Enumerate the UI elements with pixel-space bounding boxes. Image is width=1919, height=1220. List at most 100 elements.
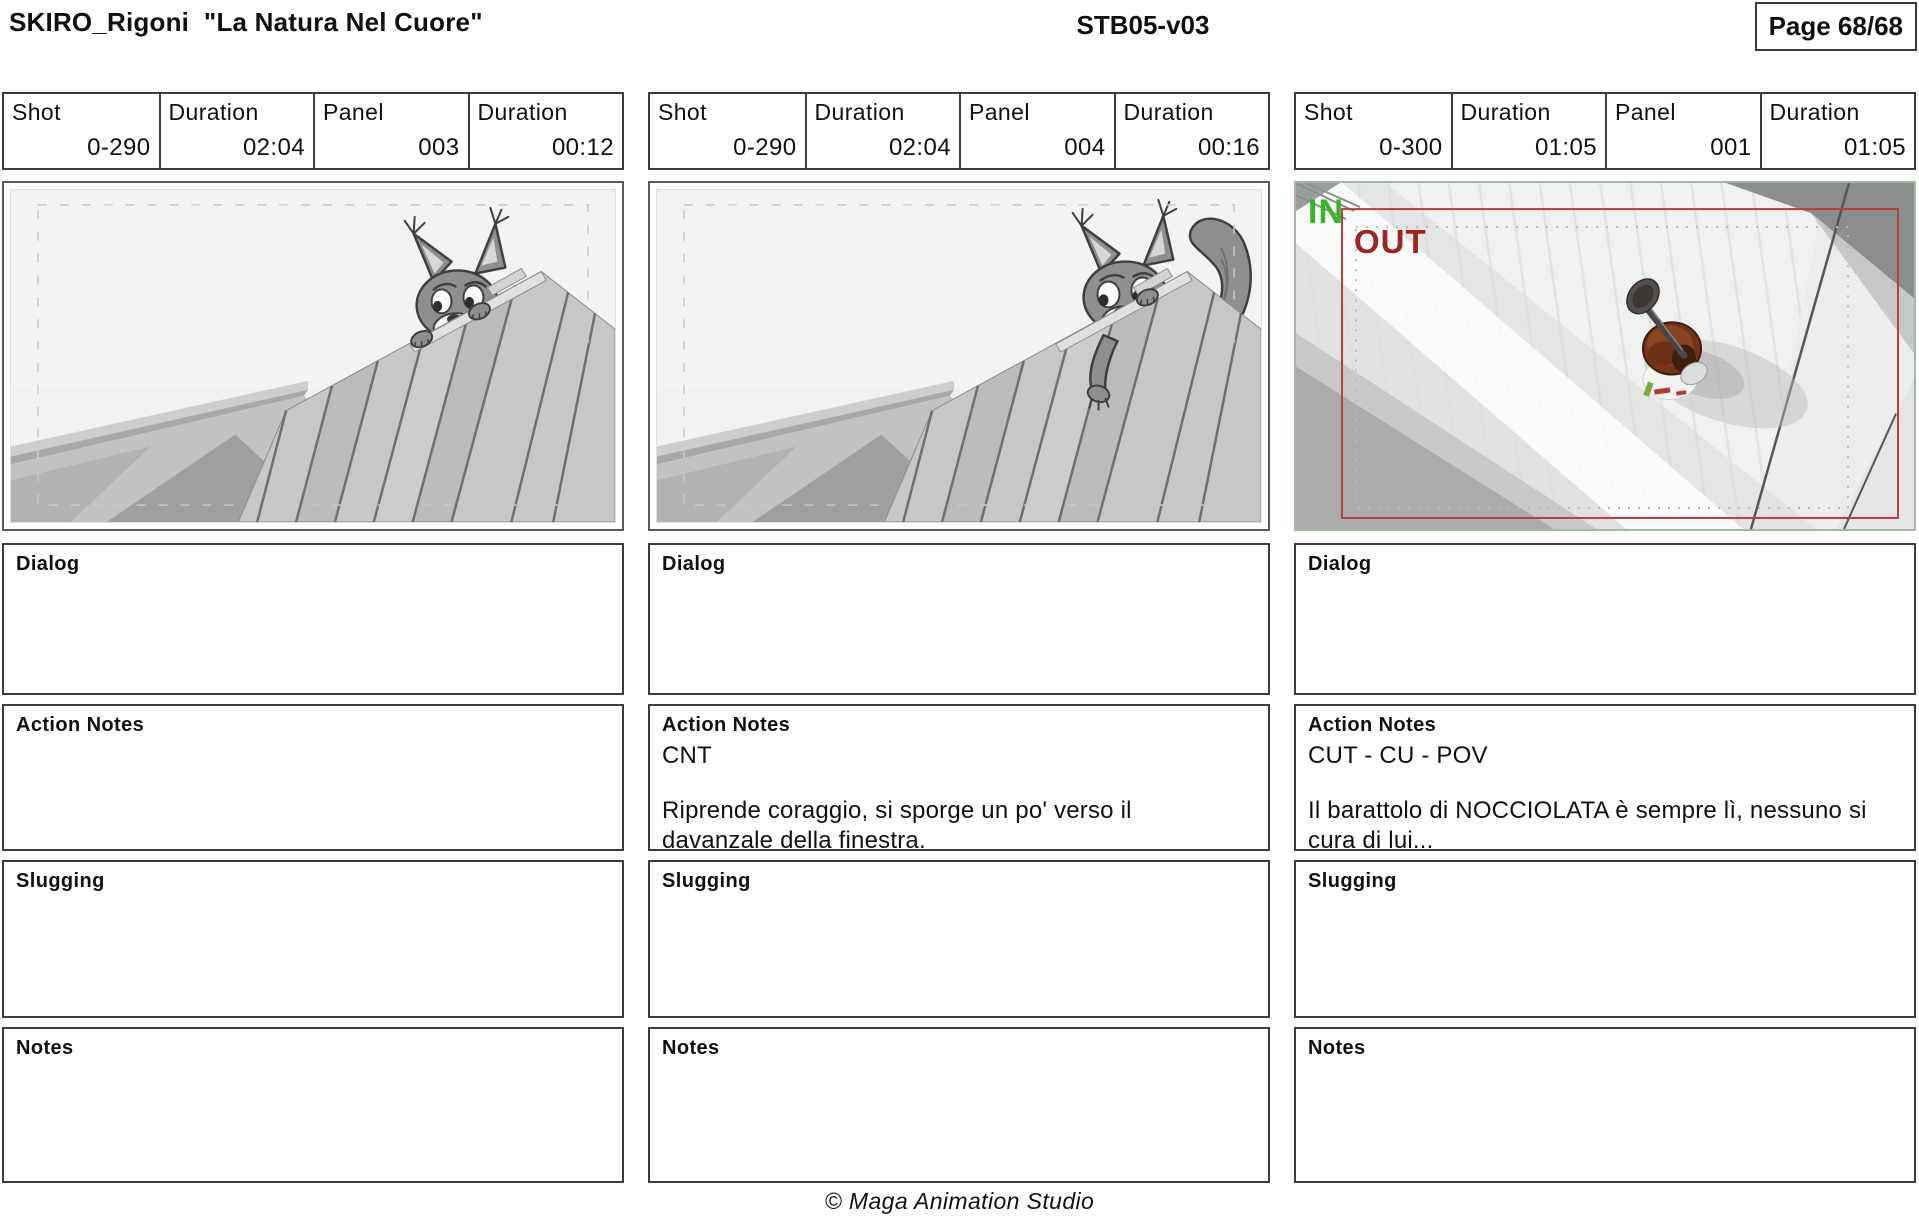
wooden-deck-slab (883, 267, 1261, 522)
action-notes-head: CUT - CU - POV (1308, 742, 1488, 769)
duration-label: Duration (477, 99, 568, 125)
action-notes-head (16, 742, 610, 770)
shot-image-nocciolata-jar: IN OUT (1296, 183, 1914, 529)
panel-cell: Panel 001 (1605, 94, 1760, 168)
shot-cell: Shot 0-290 (650, 94, 805, 168)
action-notes-body: Il barattolo di NOCCIOLATA è sempre lì, … (1308, 797, 1867, 851)
storyboard-photo-windowsill (1296, 183, 1914, 529)
panel-2-notes-box: Notes (648, 1027, 1270, 1183)
duration-label: Duration (1769, 99, 1860, 125)
safe-area-guide (37, 204, 589, 506)
panel-2-header-table: Shot 0-290 Duration 02:04 Panel 004 Dura… (648, 92, 1270, 170)
storyboard-drawing-squirrel-leaning (657, 190, 1261, 522)
board-version: STB05-v03 (1076, 10, 1210, 40)
safe-area-guide (683, 204, 1235, 506)
shot-label: Shot (12, 99, 61, 125)
shot-image-squirrel-peeking (10, 189, 616, 523)
storyboard-panel-1: Shot 0-290 Duration 02:04 Panel 003 Dura… (2, 92, 624, 1183)
panel-1-action-notes-box: Action Notes (2, 704, 624, 851)
safe-area-guide (1355, 226, 1849, 509)
shot-image-squirrel-leaning (656, 189, 1262, 523)
panel-duration-cell: Duration 01:05 (1759, 94, 1915, 168)
shot-duration-value: 01:05 (1534, 134, 1597, 161)
notes-label: Notes (662, 1037, 720, 1059)
shot-cell: Shot 0-300 (1296, 94, 1451, 168)
shot-value: 0-290 (87, 134, 151, 161)
panel-1-header-table: Shot 0-290 Duration 02:04 Panel 003 Dura… (2, 92, 624, 170)
action-notes-label: Action Notes (1308, 714, 1437, 736)
panel-2-dialog-box: Dialog (648, 543, 1270, 695)
notes-label: Notes (1308, 1037, 1366, 1059)
dialog-text (1308, 581, 1902, 609)
dialog-text (662, 581, 1256, 609)
panel-1-slugging-box: Slugging (2, 860, 624, 1018)
shot-duration-value: 02:04 (242, 134, 305, 161)
panel-label: Panel (969, 99, 1030, 125)
panel-number-value: 001 (1710, 134, 1752, 161)
action-notes-head: CNT (662, 742, 712, 769)
panel-2-action-notes-box: Action Notes CNT Riprende coraggio, si s… (648, 704, 1270, 851)
shot-cell: Shot 0-290 (4, 94, 159, 168)
action-notes-label: Action Notes (662, 714, 791, 736)
slugging-text (1308, 898, 1902, 926)
in-marker: IN (1308, 193, 1344, 231)
dialog-label: Dialog (1308, 553, 1372, 575)
page-title: SKIRO_Rigoni "La Natura Nel Cuore" (9, 7, 483, 37)
panel-duration-cell: Duration 00:12 (467, 94, 623, 168)
panel-number-value: 004 (1064, 134, 1106, 161)
duration-label: Duration (814, 99, 905, 125)
panel-3-notes-box: Notes (1294, 1027, 1916, 1183)
camera-frame-guide (1341, 208, 1899, 519)
storyboard-drawing-squirrel-peeking (11, 190, 615, 522)
shot-value: 0-300 (1379, 134, 1443, 161)
panel-3-action-notes-box: Action Notes CUT - CU - POV Il barattolo… (1294, 704, 1916, 851)
panel-duration-value: 00:12 (551, 134, 614, 161)
notes-text (1308, 1065, 1902, 1093)
action-notes-body: Riprende coraggio, si sporge un po' vers… (662, 797, 1132, 851)
notes-text (662, 1065, 1256, 1093)
storyboard-panel-2: Shot 0-290 Duration 02:04 Panel 004 Dura… (648, 92, 1270, 1183)
shot-duration-cell: Duration 02:04 (158, 94, 314, 168)
panel-duration-value: 01:05 (1843, 134, 1906, 161)
panel-duration-value: 00:16 (1197, 134, 1260, 161)
shot-label: Shot (1304, 99, 1353, 125)
shot-duration-cell: Duration 01:05 (1450, 94, 1606, 168)
spoon (1626, 278, 1688, 360)
panel-cell: Panel 003 (313, 94, 468, 168)
storyboard-frame-2 (648, 181, 1270, 531)
shot-duration-value: 02:04 (888, 134, 951, 161)
panel-cell: Panel 004 (959, 94, 1114, 168)
panel-1-dialog-box: Dialog (2, 543, 624, 695)
panel-label: Panel (1615, 99, 1676, 125)
slugging-label: Slugging (1308, 870, 1397, 892)
shot-duration-cell: Duration 02:04 (804, 94, 960, 168)
panel-3-dialog-box: Dialog (1294, 543, 1916, 695)
panel-duration-cell: Duration 00:16 (1113, 94, 1269, 168)
squirrel-arm (1086, 288, 1159, 411)
slugging-label: Slugging (662, 870, 751, 892)
studio-credit: © Maga Animation Studio (824, 1188, 1095, 1214)
storyboard-frame-3: IN OUT (1294, 181, 1916, 531)
out-marker: OUT (1354, 223, 1427, 260)
panel-2-slugging-box: Slugging (648, 860, 1270, 1018)
duration-label: Duration (1460, 99, 1551, 125)
page-number-box: Page 68/68 (1754, 2, 1917, 51)
slugging-label: Slugging (16, 870, 105, 892)
notes-label: Notes (16, 1037, 74, 1059)
shot-value: 0-290 (733, 134, 797, 161)
squirrel-character (403, 206, 510, 347)
dialog-text (16, 581, 610, 609)
panel-number-value: 003 (418, 134, 460, 161)
panel-columns: Shot 0-290 Duration 02:04 Panel 003 Dura… (2, 92, 1916, 1183)
notes-text (16, 1065, 610, 1093)
dialog-label: Dialog (16, 553, 80, 575)
shot-label: Shot (658, 99, 707, 125)
panel-3-header-table: Shot 0-300 Duration 01:05 Panel 001 Dura… (1294, 92, 1916, 170)
panel-1-notes-box: Notes (2, 1027, 624, 1183)
action-notes-label: Action Notes (16, 714, 145, 736)
squirrel-paws (410, 302, 491, 349)
panel-label: Panel (323, 99, 384, 125)
nocciolata-jar (1642, 321, 1708, 401)
storyboard-panel-3: Shot 0-300 Duration 01:05 Panel 001 Dura… (1294, 92, 1916, 1183)
